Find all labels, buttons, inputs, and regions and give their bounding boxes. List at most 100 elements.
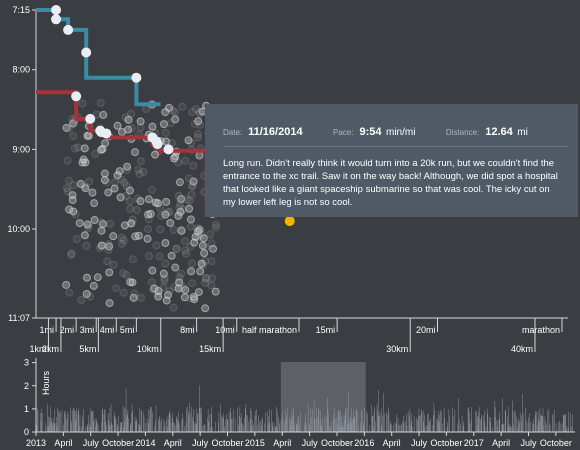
run-point[interactable] <box>79 155 88 164</box>
run-point[interactable] <box>172 245 181 254</box>
run-point[interactable] <box>169 225 178 234</box>
run-point[interactable] <box>96 99 105 108</box>
run-point[interactable] <box>184 136 193 145</box>
run-point[interactable] <box>195 151 204 160</box>
run-point[interactable] <box>180 293 189 302</box>
run-point[interactable] <box>207 257 216 266</box>
run-point[interactable] <box>189 292 198 301</box>
run-point[interactable] <box>209 244 218 253</box>
run-point[interactable] <box>91 149 100 158</box>
run-point[interactable] <box>188 182 197 191</box>
run-point[interactable] <box>193 230 202 239</box>
run-point[interactable] <box>119 236 128 245</box>
run-point[interactable] <box>167 251 176 260</box>
run-point[interactable] <box>154 292 163 301</box>
run-point[interactable] <box>136 123 145 132</box>
run-point[interactable] <box>80 144 89 153</box>
run-point[interactable] <box>92 110 101 119</box>
run-point[interactable] <box>165 103 174 112</box>
run-point[interactable] <box>148 122 157 131</box>
record-point-blue[interactable] <box>51 5 62 15</box>
run-point[interactable] <box>202 274 211 283</box>
run-point[interactable] <box>185 204 194 213</box>
run-point[interactable] <box>64 124 73 133</box>
run-point[interactable] <box>147 278 156 287</box>
run-point[interactable] <box>131 232 140 241</box>
run-point[interactable] <box>202 273 211 282</box>
run-point[interactable] <box>126 204 135 213</box>
run-point[interactable] <box>188 108 197 117</box>
run-point[interactable] <box>194 117 203 126</box>
run-point[interactable] <box>170 154 179 163</box>
run-point[interactable] <box>155 252 164 261</box>
record-point-red[interactable] <box>163 144 174 155</box>
run-point[interactable] <box>189 177 198 186</box>
run-point[interactable] <box>181 246 190 255</box>
run-point[interactable] <box>136 117 145 126</box>
run-point[interactable] <box>121 191 130 200</box>
run-point[interactable] <box>172 244 181 253</box>
run-point[interactable] <box>97 218 106 227</box>
run-point[interactable] <box>147 185 156 194</box>
run-point[interactable] <box>109 260 118 269</box>
record-point-blue[interactable] <box>51 14 62 25</box>
run-point[interactable] <box>148 266 157 275</box>
run-point[interactable] <box>194 288 203 297</box>
run-point[interactable] <box>93 273 102 282</box>
run-point[interactable] <box>142 105 151 114</box>
run-point[interactable] <box>125 186 134 195</box>
run-point[interactable] <box>183 195 192 204</box>
run-point[interactable] <box>192 104 201 113</box>
run-point[interactable] <box>75 219 84 228</box>
run-point[interactable] <box>145 252 154 261</box>
run-point[interactable] <box>85 177 94 186</box>
run-point[interactable] <box>175 278 184 287</box>
run-point[interactable] <box>188 279 197 288</box>
run-point[interactable] <box>100 176 109 185</box>
run-point[interactable] <box>182 249 191 258</box>
run-point[interactable] <box>151 150 160 159</box>
brush-selection[interactable] <box>280 362 366 432</box>
run-point[interactable] <box>127 109 136 118</box>
run-point[interactable] <box>181 237 190 246</box>
run-point[interactable] <box>161 259 170 268</box>
run-point[interactable] <box>186 222 195 231</box>
run-point[interactable] <box>159 269 168 278</box>
run-point[interactable] <box>161 239 170 248</box>
record-point-blue[interactable] <box>131 72 142 83</box>
run-point[interactable] <box>82 273 91 282</box>
run-point[interactable] <box>154 286 163 295</box>
run-point[interactable] <box>82 289 91 298</box>
run-point[interactable] <box>131 148 140 157</box>
run-point[interactable] <box>99 110 108 119</box>
run-point[interactable] <box>165 207 174 216</box>
run-point[interactable] <box>105 268 114 277</box>
run-point[interactable] <box>68 196 77 205</box>
run-point[interactable] <box>89 281 98 290</box>
run-point[interactable] <box>136 197 145 206</box>
run-point[interactable] <box>177 269 186 278</box>
run-point[interactable] <box>106 219 115 228</box>
record-point-red[interactable] <box>101 128 112 139</box>
run-point[interactable] <box>122 271 131 280</box>
run-point[interactable] <box>193 227 202 236</box>
run-point[interactable] <box>186 294 195 303</box>
run-point[interactable] <box>65 205 74 214</box>
run-point[interactable] <box>188 259 197 268</box>
run-point[interactable] <box>171 263 180 272</box>
run-point[interactable] <box>129 293 138 302</box>
run-point[interactable] <box>90 215 99 224</box>
run-point[interactable] <box>174 211 183 220</box>
run-point[interactable] <box>152 241 161 250</box>
run-point[interactable] <box>69 119 78 128</box>
run-point[interactable] <box>162 296 171 305</box>
run-point[interactable] <box>175 178 184 187</box>
run-point[interactable] <box>82 241 91 250</box>
run-point[interactable] <box>113 121 122 130</box>
run-point[interactable] <box>62 184 71 193</box>
run-point[interactable] <box>97 145 106 154</box>
run-point[interactable] <box>100 169 109 178</box>
run-point[interactable] <box>181 156 190 165</box>
run-point[interactable] <box>143 234 152 243</box>
